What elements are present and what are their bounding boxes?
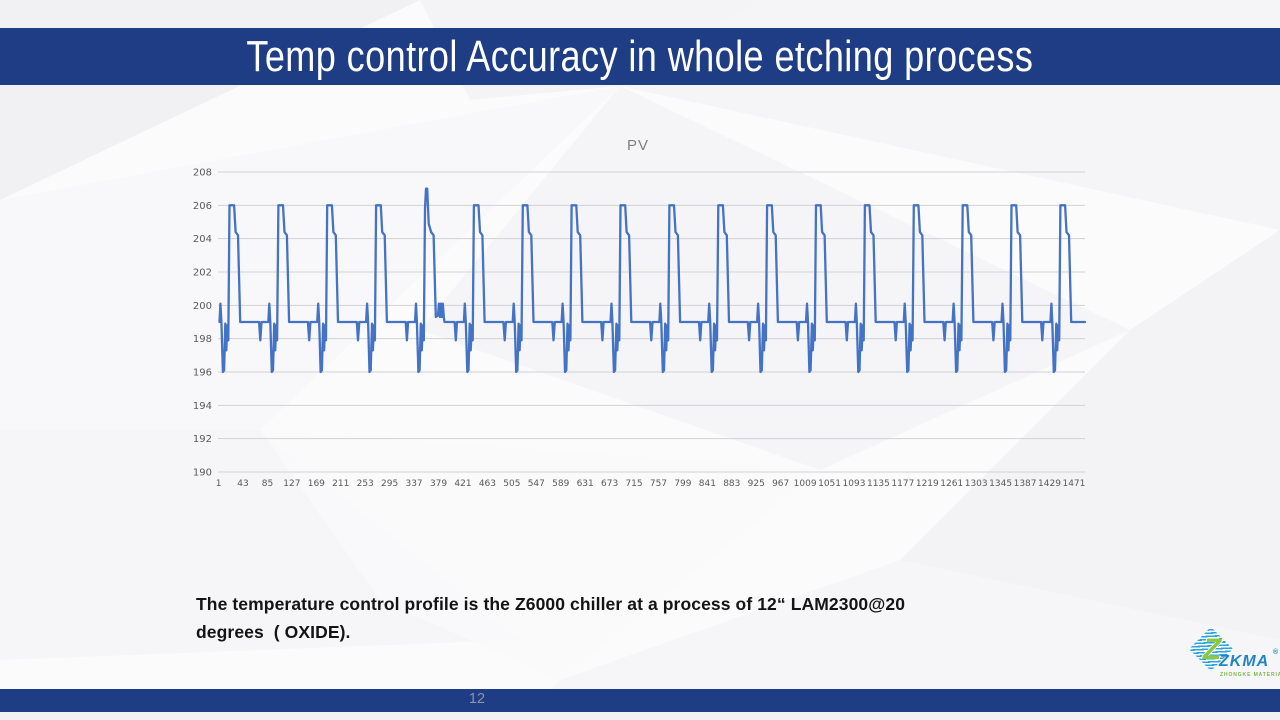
svg-text:211: 211: [332, 479, 349, 489]
svg-text:1135: 1135: [867, 479, 890, 489]
svg-text:127: 127: [283, 479, 300, 489]
svg-text:631: 631: [577, 479, 594, 489]
svg-text:337: 337: [405, 479, 422, 489]
chart-y-axis-labels: 190 192 194 196 198 200 202 204 206 208: [193, 168, 212, 479]
svg-text:967: 967: [772, 479, 789, 489]
svg-text:198: 198: [193, 334, 212, 345]
page-number: 12: [468, 691, 486, 707]
svg-text:253: 253: [357, 479, 374, 489]
svg-text:1: 1: [216, 479, 222, 489]
svg-text:505: 505: [503, 479, 520, 489]
slide-title: Temp control Accuracy in whole etching p…: [246, 31, 1034, 81]
footer-bottom-strip: [0, 712, 1280, 720]
registered-trademark-icon: ®: [1273, 649, 1279, 656]
svg-text:192: 192: [193, 434, 212, 445]
svg-text:1471: 1471: [1062, 479, 1085, 489]
svg-text:1345: 1345: [989, 479, 1012, 489]
svg-text:589: 589: [552, 479, 569, 489]
svg-text:196: 196: [193, 368, 212, 379]
svg-text:1009: 1009: [794, 479, 817, 489]
footer-bar: 12: [0, 689, 1280, 712]
svg-text:194: 194: [193, 401, 212, 412]
svg-text:1219: 1219: [916, 479, 939, 489]
pv-series-line: [218, 187, 1087, 374]
svg-text:799: 799: [674, 479, 691, 489]
svg-text:1261: 1261: [940, 479, 963, 489]
svg-text:1093: 1093: [843, 479, 866, 489]
svg-text:200: 200: [193, 301, 212, 312]
svg-text:1051: 1051: [818, 479, 841, 489]
chart-gridlines: [218, 171, 1085, 473]
logo-z-glyph: Z: [1202, 633, 1222, 666]
title-bar: Temp control Accuracy in whole etching p…: [0, 28, 1280, 85]
pv-temperature-chart: PV 190 192 194 196 198 200 202 204 206 208 1 43 85 1…: [188, 128, 1093, 496]
svg-text:206: 206: [193, 201, 212, 212]
svg-text:1177: 1177: [891, 479, 914, 489]
svg-text:1387: 1387: [1014, 479, 1037, 489]
body-paragraph-1: The temperature control profile is the Z…: [196, 594, 906, 642]
svg-text:1303: 1303: [965, 479, 988, 489]
svg-text:190: 190: [193, 468, 212, 479]
svg-text:85: 85: [262, 479, 273, 489]
svg-text:1429: 1429: [1038, 479, 1061, 489]
svg-text:43: 43: [237, 479, 248, 489]
svg-text:883: 883: [723, 479, 740, 489]
logo-wordmark: ZKMA: [1219, 653, 1270, 670]
svg-text:379: 379: [430, 479, 447, 489]
svg-text:925: 925: [748, 479, 765, 489]
svg-text:204: 204: [193, 234, 212, 245]
svg-text:673: 673: [601, 479, 618, 489]
chart-x-axis-labels: 1 43 85 127 169 211 253 295 337 379 421 463 505 547 58…: [216, 479, 1086, 489]
svg-text:547: 547: [528, 479, 545, 489]
svg-text:202: 202: [193, 268, 212, 279]
svg-text:715: 715: [625, 479, 642, 489]
svg-text:841: 841: [699, 479, 716, 489]
svg-text:421: 421: [454, 479, 471, 489]
svg-text:757: 757: [650, 479, 667, 489]
svg-text:208: 208: [193, 168, 212, 179]
zkma-logo: Z ZKMA ® ZHONGKE MATERIALS: [1185, 625, 1280, 681]
chart-title: PV: [627, 137, 649, 154]
svg-text:169: 169: [308, 479, 325, 489]
svg-text:295: 295: [381, 479, 398, 489]
svg-text:463: 463: [479, 479, 496, 489]
logo-tagline: ZHONGKE MATERIALS: [1220, 672, 1280, 678]
